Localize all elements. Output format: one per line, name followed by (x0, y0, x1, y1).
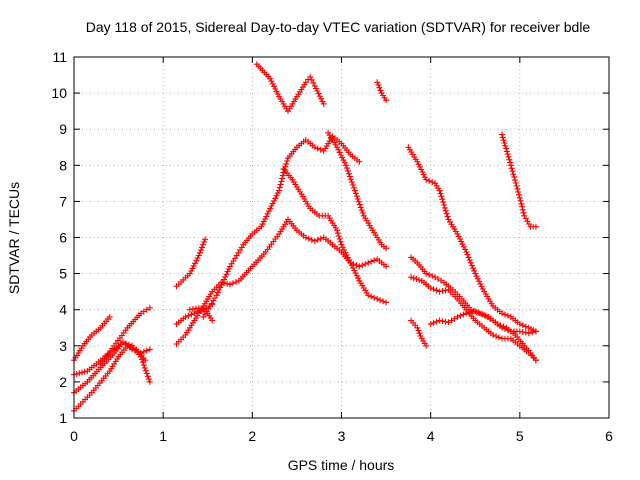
data-series-s20 (499, 131, 539, 230)
data-markers (408, 274, 539, 364)
data-series-s17 (408, 274, 539, 364)
y-tick-label: 1 (59, 410, 67, 426)
y-tick-label: 10 (51, 85, 67, 101)
y-tick-label: 5 (59, 266, 67, 282)
chart-title: Day 118 of 2015, Sidereal Day-to-day VTE… (86, 19, 591, 35)
x-axis-label: GPS time / hours (288, 457, 395, 473)
x-tick-label: 6 (605, 428, 613, 444)
data-markers (253, 61, 327, 115)
data-series-s08 (173, 216, 390, 347)
data-markers (374, 79, 390, 104)
y-axis-label: SDTVAR / TECUs (6, 182, 22, 294)
data-markers (200, 133, 363, 320)
y-tick-label: 7 (59, 193, 67, 209)
data-markers (325, 129, 390, 252)
x-tick-label: 1 (159, 428, 167, 444)
x-tick-label: 3 (338, 428, 346, 444)
y-tick-label: 11 (52, 49, 67, 65)
y-tick-label: 6 (59, 230, 67, 246)
y-tick-label: 8 (59, 157, 67, 173)
data-markers (173, 236, 209, 290)
data-markers (405, 144, 539, 335)
data-series-s10 (200, 133, 363, 320)
data-markers (427, 308, 539, 337)
y-tick-label: 4 (59, 302, 67, 318)
data-series-s13 (325, 129, 390, 252)
data-series-s19 (427, 308, 539, 337)
x-tick-label: 2 (248, 428, 256, 444)
x-tick-label: 5 (516, 428, 524, 444)
data-markers (280, 165, 390, 306)
data-series-s12 (253, 61, 327, 115)
data-markers (173, 216, 390, 347)
data-series-s11 (280, 165, 390, 306)
y-tick-label: 3 (59, 338, 67, 354)
data-markers (408, 317, 430, 349)
data-series-s05 (97, 304, 153, 367)
grid (74, 57, 609, 418)
y-tick-label: 9 (59, 121, 67, 137)
data-markers (499, 131, 539, 230)
x-tick-label: 0 (70, 428, 78, 444)
data-series-s18 (408, 317, 430, 349)
y-tick-label: 2 (59, 374, 67, 390)
x-tick-label: 4 (427, 428, 435, 444)
data-markers (97, 304, 153, 367)
data-series-s14 (374, 79, 390, 104)
data-series-s15 (405, 144, 539, 335)
data-series-s06 (173, 236, 209, 290)
